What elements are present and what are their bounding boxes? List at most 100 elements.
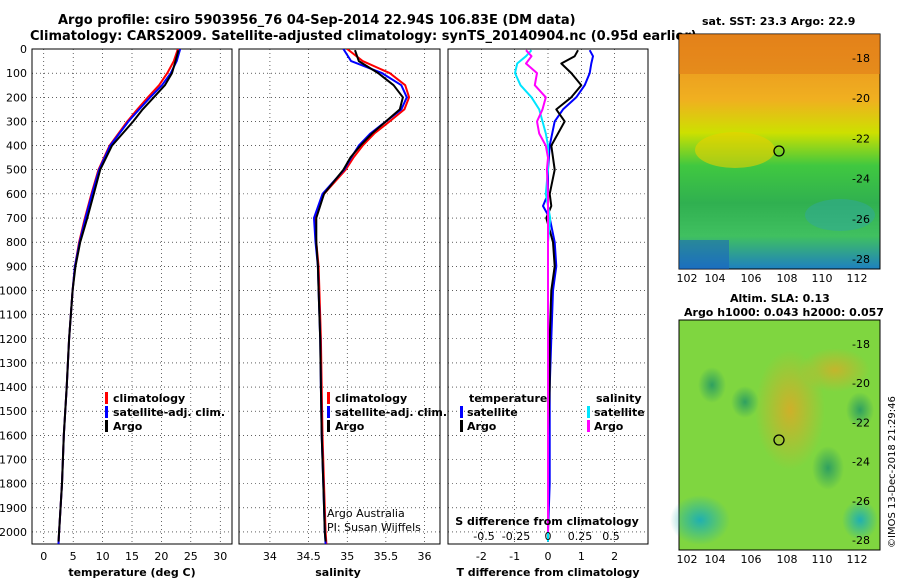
s-difference-label: S difference from climatology: [455, 515, 639, 528]
credit-line1: Argo Australia: [327, 507, 405, 520]
depth-tick-label: 100: [6, 67, 27, 80]
map-y-tick-label: -20: [852, 377, 870, 390]
depth-tick-label: 1400: [0, 381, 27, 394]
map-x-tick-label: 112: [847, 553, 868, 566]
sla-map-title-line1: Altim. SLA: 0.13: [730, 292, 830, 305]
legend-label-s-satellite: satellite: [594, 406, 645, 419]
salinity-xlabel: salinity: [315, 566, 361, 579]
sla-negative-anomaly: [812, 446, 844, 490]
sst-map: [678, 33, 881, 270]
depth-tick-label: 1700: [0, 453, 27, 466]
map-y-tick-label: -28: [852, 253, 870, 266]
depth-tick-label: 200: [6, 91, 27, 104]
map-x-tick-label: 108: [777, 553, 798, 566]
series-line-Argo: [57, 49, 180, 542]
sst-cool-patch: [805, 199, 875, 231]
x-tick-label: 25: [184, 550, 198, 563]
depth-tick-label: 1500: [0, 405, 27, 418]
sla-negative-anomaly: [846, 392, 874, 428]
depth-tick-label: 1200: [0, 333, 27, 346]
legend-label-climatology: climatology: [113, 392, 185, 405]
map-y-tick-label: -26: [852, 495, 870, 508]
x-tick-label: -1: [509, 550, 520, 563]
map-x-tick-label: 104: [705, 553, 726, 566]
sst-yellow-patch: [695, 132, 775, 168]
map-x-tick-label: 106: [741, 553, 762, 566]
x-tick-label: 35.5: [374, 550, 399, 563]
credit-line2: PI: Susan Wijffels: [327, 521, 421, 534]
sla-map-title-line2: Argo h1000: 0.043 h2000: 0.057: [684, 306, 884, 319]
s-diff-tick: 0.5: [602, 530, 620, 543]
x-tick-label: 35: [340, 550, 354, 563]
sst-blue-corner: [679, 240, 729, 269]
legend-label-climatology: climatology: [335, 392, 407, 405]
legend-swatch-satellite-adj: [327, 406, 330, 418]
map-y-tick-label: -28: [852, 534, 870, 547]
legend-swatch-s-argo: [587, 420, 590, 432]
temperature-xlabel: temperature (deg C): [68, 566, 195, 579]
map-y-tick-label: -18: [852, 52, 870, 65]
map-x-tick-label: 102: [677, 553, 698, 566]
depth-tick-label: 1900: [0, 502, 27, 515]
map-y-tick-label: -26: [852, 213, 870, 226]
legend-swatch-t-argo: [460, 420, 463, 432]
sla-negative-anomaly: [698, 367, 726, 403]
s-diff-tick: -0.25: [502, 530, 530, 543]
map-x-tick-label: 108: [777, 272, 798, 285]
x-tick-label: 1: [578, 550, 585, 563]
map-x-tick-label: 110: [812, 553, 833, 566]
x-tick-label: -2: [476, 550, 487, 563]
x-tick-label: 2: [611, 550, 618, 563]
map-y-tick-label: -22: [852, 132, 870, 145]
x-tick-label: 5: [70, 550, 77, 563]
chart-title-line1: Argo profile: csiro 5903956_76 04-Sep-20…: [58, 13, 576, 28]
legend-label-s-argo: Argo: [594, 420, 624, 433]
sst-map-title: sat. SST: 23.3 Argo: 22.9: [702, 15, 856, 28]
legend-group-temperature: temperature: [469, 392, 547, 405]
map-x-tick-label: 110: [812, 272, 833, 285]
legend-swatch-s-satellite: [587, 406, 590, 418]
s-diff-tick: 0: [545, 530, 552, 543]
sla-negative-anomaly: [842, 500, 878, 540]
depth-tick-label: 700: [6, 212, 27, 225]
sst-argo-location-marker: [773, 145, 785, 157]
legend-label-satellite-adj: satellite-adj. clim.: [335, 406, 447, 419]
temperature-legend: climatology satellite-adj. clim. Argo: [105, 392, 225, 433]
sla-positive-anomaly: [800, 348, 870, 392]
depth-tick-label: 500: [6, 164, 27, 177]
legend-swatch-argo: [105, 420, 108, 432]
depth-tick-label: 2000: [0, 526, 27, 539]
series-line-salinity-Argo: [525, 49, 549, 532]
depth-tick-label: 1000: [0, 284, 27, 297]
depth-tick-label: 1600: [0, 429, 27, 442]
salinity-legend: climatology satellite-adj. clim. Argo: [327, 392, 447, 433]
legend-swatch-satellite-adj: [105, 406, 108, 418]
map-x-tick-label: 104: [705, 272, 726, 285]
map-x-tick-label: 106: [741, 272, 762, 285]
s-diff-tick: 0.25: [568, 530, 593, 543]
depth-tick-label: 900: [6, 260, 27, 273]
depth-tick-label: 300: [6, 115, 27, 128]
depth-tick-label: 800: [6, 236, 27, 249]
legend-label-satellite-adj: satellite-adj. clim.: [113, 406, 225, 419]
map-y-tick-label: -24: [852, 173, 870, 186]
depth-tick-label: 1800: [0, 478, 27, 491]
sla-negative-anomaly: [731, 386, 759, 418]
map-y-tick-label: -18: [852, 338, 870, 351]
map-x-tick-label: 112: [847, 272, 868, 285]
map-y-tick-label: -20: [852, 92, 870, 105]
s-diff-tick: -0.5: [473, 530, 494, 543]
legend-label-t-satellite: satellite: [467, 406, 518, 419]
t-difference-xlabel: T difference from climatology: [456, 566, 639, 579]
sla-map: [670, 319, 881, 551]
x-tick-label: 34.5: [296, 550, 321, 563]
depth-tick-label: 1100: [0, 309, 27, 322]
x-tick-label: 34: [263, 550, 277, 563]
x-tick-label: 10: [96, 550, 110, 563]
chart-title-line2: Climatology: CARS2009. Satellite-adjuste…: [30, 29, 697, 44]
x-tick-label: 30: [213, 550, 227, 563]
series-line-Argo: [315, 49, 404, 542]
depth-tick-label: 1300: [0, 357, 27, 370]
x-tick-label: 15: [125, 550, 139, 563]
